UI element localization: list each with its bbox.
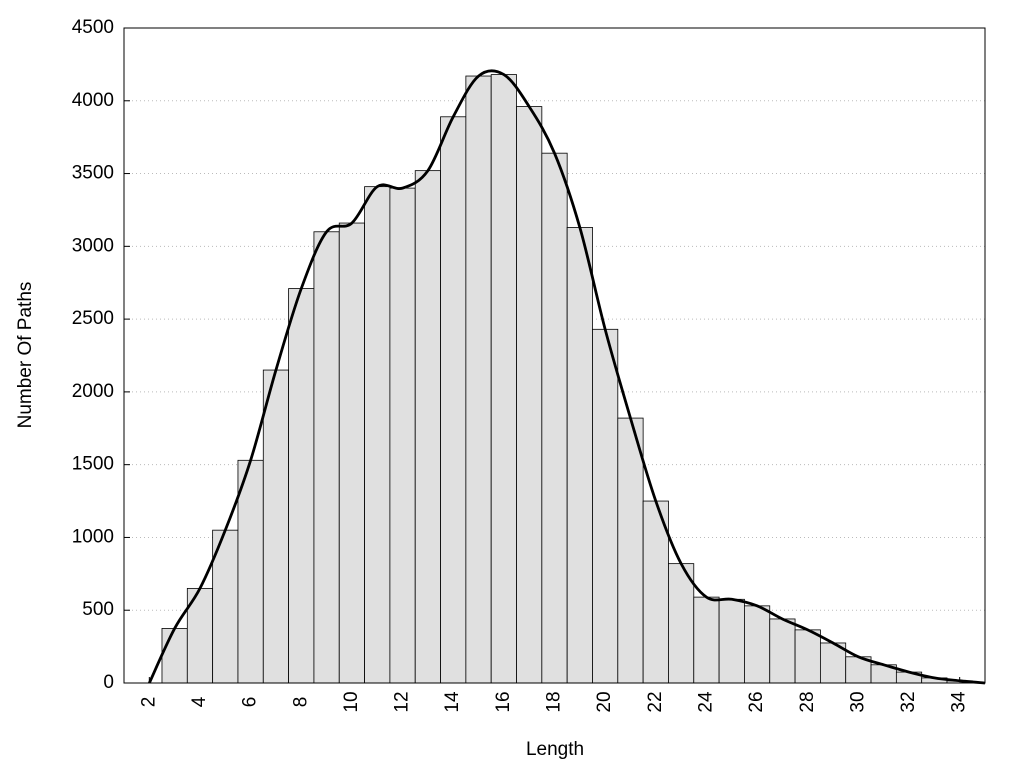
y-tick-label: 2000	[72, 381, 114, 402]
x-tick-label: 4	[189, 696, 210, 707]
bar	[769, 618, 796, 684]
x-tick-label: 18	[544, 691, 565, 712]
x-tick-label: 28	[797, 691, 818, 712]
x-tick-label: 24	[695, 691, 716, 713]
y-tick-label: 500	[82, 599, 114, 620]
bar	[490, 74, 517, 684]
x-tick-label: 10	[341, 691, 362, 712]
bar	[262, 369, 290, 684]
y-tick-label: 3000	[72, 235, 114, 256]
bar	[794, 629, 821, 684]
x-tick-label: 6	[240, 697, 261, 708]
bar	[642, 500, 669, 684]
y-axis-label: Number Of Paths	[15, 282, 36, 429]
bar	[566, 227, 593, 684]
bar	[237, 459, 264, 684]
bar	[718, 598, 745, 684]
x-tick-label: 26	[746, 691, 767, 712]
x-tick-label: 20	[594, 691, 615, 712]
y-tick-label: 1000	[72, 526, 114, 547]
y-tick-label: 3500	[72, 163, 114, 184]
y-tick-label: 4500	[72, 17, 114, 38]
x-tick-label: 8	[290, 697, 311, 708]
bar	[414, 170, 441, 684]
x-tick-label: 32	[898, 691, 919, 712]
y-tick-label: 0	[103, 672, 114, 693]
bar	[288, 288, 315, 684]
bar	[668, 563, 695, 684]
bar	[516, 106, 543, 684]
x-tick-label: 2	[138, 697, 159, 708]
bar	[364, 186, 391, 684]
bar	[617, 417, 644, 684]
bar	[389, 187, 416, 684]
bar	[313, 231, 340, 684]
x-tick-label: 30	[847, 691, 868, 712]
bar	[161, 628, 188, 684]
bar	[465, 75, 492, 684]
smooth-line	[148, 69, 986, 685]
y-tick-label: 2500	[72, 308, 114, 329]
bar	[338, 222, 365, 684]
x-tick-label: 14	[442, 691, 463, 713]
bar	[541, 152, 568, 684]
bar	[440, 116, 467, 684]
plot-frame	[123, 27, 986, 684]
y-tick-label: 1500	[72, 454, 114, 475]
x-tick-label: 22	[645, 691, 666, 712]
bar	[693, 596, 720, 684]
x-axis-label: Length	[526, 739, 584, 760]
y-tick-label: 4000	[72, 90, 114, 111]
x-tick-label: 16	[493, 691, 514, 712]
bar	[819, 642, 847, 684]
x-tick-label: 12	[392, 691, 413, 712]
bar	[744, 605, 771, 684]
bar	[592, 328, 619, 684]
x-tick-label: 34	[949, 691, 970, 713]
